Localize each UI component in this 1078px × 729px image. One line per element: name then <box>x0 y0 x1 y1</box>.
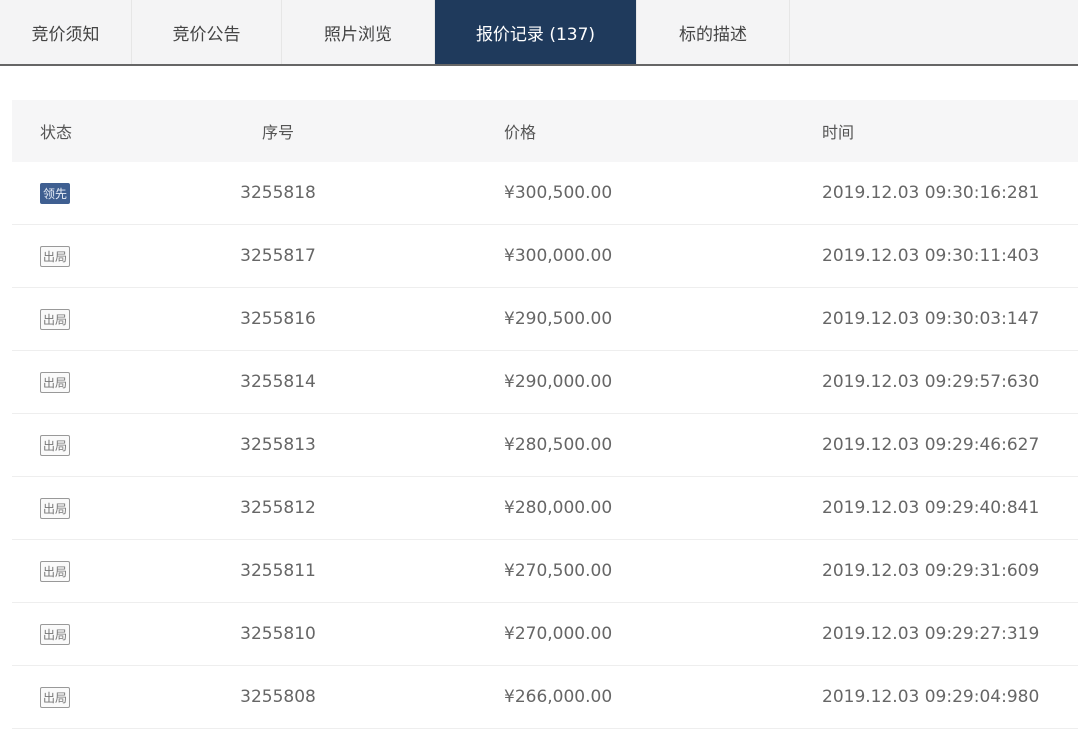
bid-records-table: 状态 序号 价格 时间 领先 3255818 ¥300,500.00 2019.… <box>12 100 1078 729</box>
sequence-cell: 3255812 <box>240 498 316 518</box>
sequence-cell: 3255813 <box>240 435 316 455</box>
status-cell: 出局 <box>40 477 71 539</box>
sequence-cell: 3255817 <box>240 246 316 266</box>
tab-bidding-announcement[interactable]: 竞价公告 <box>132 0 282 64</box>
status-badge: 出局 <box>40 245 71 267</box>
status-cell: 出局 <box>40 666 71 728</box>
table-row: 出局 3255817 ¥300,000.00 2019.12.03 09:30:… <box>12 225 1078 288</box>
sequence-cell: 3255810 <box>240 624 316 644</box>
table-row: 领先 3255818 ¥300,500.00 2019.12.03 09:30:… <box>12 162 1078 225</box>
price-cell: ¥280,500.00 <box>504 435 613 455</box>
price-cell: ¥290,000.00 <box>504 372 613 392</box>
time-cell: 2019.12.03 09:29:04:980 <box>822 687 1040 707</box>
tab-photo-browse[interactable]: 照片浏览 <box>282 0 435 64</box>
sequence-cell: 3255811 <box>240 561 316 581</box>
time-cell: 2019.12.03 09:30:11:403 <box>822 246 1040 266</box>
sequence-cell: 3255808 <box>240 687 316 707</box>
status-badge: 出局 <box>40 371 71 393</box>
tab-bid-records[interactable]: 报价记录 (137) <box>435 0 637 64</box>
price-cell: ¥270,000.00 <box>504 624 613 644</box>
status-badge: 领先 <box>40 182 71 204</box>
header-time: 时间 <box>822 123 855 142</box>
price-cell: ¥300,000.00 <box>504 246 613 266</box>
table-row: 出局 3255811 ¥270,500.00 2019.12.03 09:29:… <box>12 540 1078 603</box>
sequence-cell: 3255816 <box>240 309 316 329</box>
table-header: 状态 序号 价格 时间 <box>12 100 1078 162</box>
sequence-cell: 3255814 <box>240 372 316 392</box>
price-cell: ¥290,500.00 <box>504 309 613 329</box>
status-cell: 出局 <box>40 351 71 413</box>
status-badge: 出局 <box>40 497 71 519</box>
table-row: 出局 3255810 ¥270,000.00 2019.12.03 09:29:… <box>12 603 1078 666</box>
status-badge: 出局 <box>40 560 71 582</box>
time-cell: 2019.12.03 09:29:57:630 <box>822 372 1040 392</box>
header-price: 价格 <box>504 123 537 142</box>
price-cell: ¥266,000.00 <box>504 687 613 707</box>
tab-bar: 竞价须知 竞价公告 照片浏览 报价记录 (137) 标的描述 <box>0 0 1078 66</box>
table-row: 出局 3255816 ¥290,500.00 2019.12.03 09:30:… <box>12 288 1078 351</box>
table-row: 出局 3255808 ¥266,000.00 2019.12.03 09:29:… <box>12 666 1078 729</box>
time-cell: 2019.12.03 09:30:16:281 <box>822 183 1040 203</box>
table-row: 出局 3255812 ¥280,000.00 2019.12.03 09:29:… <box>12 477 1078 540</box>
header-sequence: 序号 <box>261 123 294 142</box>
tab-item-description[interactable]: 标的描述 <box>637 0 790 64</box>
status-badge: 出局 <box>40 686 71 708</box>
status-cell: 出局 <box>40 414 71 476</box>
header-status: 状态 <box>40 123 73 142</box>
status-cell: 出局 <box>40 288 71 350</box>
price-cell: ¥270,500.00 <box>504 561 613 581</box>
time-cell: 2019.12.03 09:29:40:841 <box>822 498 1040 518</box>
tab-bidding-notice[interactable]: 竞价须知 <box>0 0 132 64</box>
table-row: 出局 3255813 ¥280,500.00 2019.12.03 09:29:… <box>12 414 1078 477</box>
status-cell: 出局 <box>40 540 71 602</box>
sequence-cell: 3255818 <box>240 183 316 203</box>
time-cell: 2019.12.03 09:29:46:627 <box>822 435 1040 455</box>
time-cell: 2019.12.03 09:30:03:147 <box>822 309 1040 329</box>
time-cell: 2019.12.03 09:29:27:319 <box>822 624 1040 644</box>
price-cell: ¥280,000.00 <box>504 498 613 518</box>
price-cell: ¥300,500.00 <box>504 183 613 203</box>
status-cell: 领先 <box>40 162 71 224</box>
table-row: 出局 3255814 ¥290,000.00 2019.12.03 09:29:… <box>12 351 1078 414</box>
status-badge: 出局 <box>40 308 71 330</box>
status-cell: 出局 <box>40 225 71 287</box>
time-cell: 2019.12.03 09:29:31:609 <box>822 561 1040 581</box>
status-badge: 出局 <box>40 434 71 456</box>
status-cell: 出局 <box>40 603 71 665</box>
status-badge: 出局 <box>40 623 71 645</box>
